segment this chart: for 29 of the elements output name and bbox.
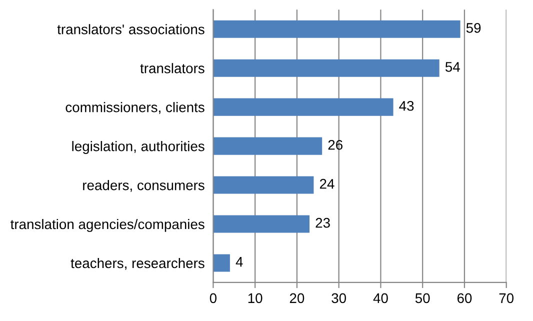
- x-tick-label: 70: [499, 293, 514, 304]
- x-tick-label: 10: [248, 293, 262, 304]
- y-tick-label: legislation, authorities: [72, 141, 204, 154]
- data-label: 24: [320, 178, 334, 189]
- data-label: 4: [236, 257, 243, 267]
- bar: [213, 254, 230, 272]
- y-tick-label: translation agencies/companies: [10, 218, 204, 232]
- bar: [213, 176, 314, 194]
- x-tick-label: 60: [457, 293, 472, 304]
- bar: [213, 20, 460, 38]
- bar: [213, 98, 394, 116]
- data-label: 59: [466, 23, 481, 33]
- x-tick-label: 50: [415, 293, 430, 304]
- y-tick-label: readers, consumers: [83, 180, 204, 192]
- data-label: 26: [328, 140, 342, 150]
- data-label: 23: [316, 218, 330, 228]
- y-tick-label: teachers, researchers: [70, 258, 204, 270]
- x-tick-label: 20: [290, 293, 304, 304]
- x-tick-label: 30: [332, 293, 346, 304]
- bar: [213, 137, 322, 155]
- data-label: 43: [399, 100, 414, 111]
- x-tick-label: 40: [373, 293, 388, 304]
- y-tick-label: translators: [140, 63, 204, 74]
- bar: [213, 59, 440, 77]
- bar: [213, 215, 310, 233]
- y-tick-label: commissioners, clients: [66, 102, 204, 114]
- x-tick-label: 0: [210, 293, 217, 304]
- y-tick-label: translators' associations: [57, 24, 204, 34]
- data-label: 54: [445, 62, 460, 72]
